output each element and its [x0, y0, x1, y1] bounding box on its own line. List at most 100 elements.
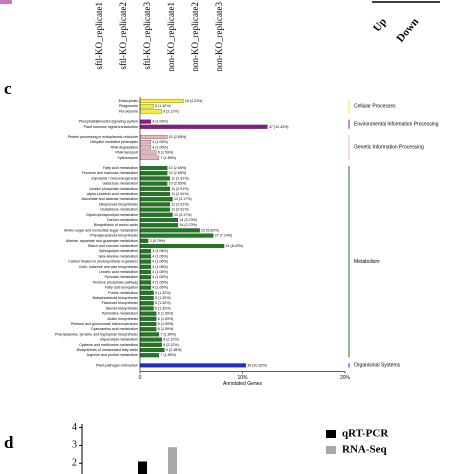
bar [139, 176, 170, 181]
value-label: 14 (3.70%) [179, 218, 197, 222]
category-label: Purine metabolism [108, 291, 138, 295]
bar [139, 181, 168, 186]
sample-label: sftl-KO_replicate2 [118, 2, 128, 69]
x-tick-label: 10% [237, 375, 248, 381]
bar [139, 191, 170, 197]
bar [139, 140, 152, 145]
category-label: Spliceosome [117, 156, 138, 160]
category-label: Cyanoamino acid metabolism [91, 327, 138, 331]
category-label: Biosynthesis of amino acids [94, 223, 139, 227]
category-label: Glycerophospholipid metabolism [86, 213, 138, 217]
value-label: 4 (1.06%) [152, 260, 168, 264]
category-label: Ascorbate and aldarate metabolism [81, 197, 138, 201]
category-label: Biosynthesis of unsaturated fatty acids [77, 348, 139, 352]
bar [139, 327, 157, 332]
value-label: 16 (4.23%) [185, 99, 203, 103]
bar [139, 290, 154, 295]
bar [139, 347, 165, 353]
category-label: Phenylalanine, tyrosine and tryptophan b… [55, 332, 138, 336]
value-label: 7 (1.85%) [160, 156, 176, 160]
bar [139, 155, 160, 160]
bar [139, 233, 214, 238]
bar [139, 171, 168, 176]
bar [139, 269, 152, 275]
value-label: 4 (1.06%) [152, 120, 168, 124]
category-label: Endocytosis [119, 99, 139, 103]
category-label: beta-Alanine metabolism [98, 254, 138, 258]
category-label: Brassinosteroid biosynthesis [92, 296, 138, 300]
bar [139, 275, 152, 280]
value-label: 6 (1.59%) [158, 317, 174, 321]
value-label: 7 (1.85%) [160, 332, 176, 336]
bar [139, 202, 170, 207]
value-label: 4 (1.06%) [152, 270, 168, 274]
category-label: Linoleic acid metabolism [99, 270, 138, 274]
category-label: Fructose and mannose metabolism [82, 171, 138, 175]
category-label: Inositol phosphate metabolism [89, 187, 138, 191]
bar [139, 316, 157, 321]
value-label: 11 (2.91%) [171, 192, 188, 196]
legend-label: qRT-PCR [342, 428, 389, 440]
category-label: Pentose and glucuronate interconversions [71, 322, 138, 326]
category-label: Glutathione metabolism [100, 208, 138, 212]
category-label: Amino sugar and nucleotide sugar metabol… [64, 228, 138, 232]
value-label: 3 (0.79%) [150, 239, 166, 243]
bar [139, 134, 168, 140]
category-label: Cysteine and methionine metabolism [79, 343, 138, 347]
category-label: Plant-pathogen interaction [96, 363, 138, 367]
value-label: 11 (2.91%) [171, 202, 188, 206]
bar [139, 119, 152, 124]
category-label: Glycolysis / Gluconeogenesis [91, 176, 138, 180]
sample-label: non-KO_replicate2 [190, 2, 200, 71]
category-label: Ubiquitin mediated proteolysis [90, 140, 138, 144]
bar [139, 321, 157, 327]
x-tick-label: 20% [340, 375, 351, 381]
value-label: 4 (1.06%) [152, 140, 168, 144]
category-label: Starch and sucrose metabolism [88, 244, 138, 248]
bar [139, 212, 173, 217]
direction-label: Down [394, 16, 421, 45]
bar [139, 342, 162, 347]
category-label: Diterpenoid biosynthesis [99, 202, 138, 206]
group-label: Environmental Information Processing [354, 122, 439, 128]
bar [138, 461, 147, 474]
category-label: Phosphatidylinositol signaling system [79, 120, 138, 124]
bar [139, 295, 154, 301]
bar [139, 145, 152, 150]
category-label: Alanine, aspartate and glutamate metabol… [66, 239, 138, 243]
category-label: Zeatin biosynthesis [107, 317, 138, 321]
bar [139, 197, 173, 202]
value-label: 5 (1.32%) [155, 301, 171, 305]
category-label: Carbon metabolism [107, 218, 138, 222]
direction-label: Up [371, 16, 389, 34]
group-label: Metabolism [354, 259, 380, 265]
value-label: 6 (1.59%) [158, 312, 174, 316]
bar [139, 363, 246, 368]
value-label: 9 (2.38%) [166, 348, 182, 352]
legend-label: RNA-Seq [342, 444, 387, 456]
x-axis-title: Annotated Genes [223, 381, 262, 387]
value-label: 12 (3.17%) [174, 197, 192, 201]
bar [139, 150, 157, 155]
value-label: 47 (12.43%) [269, 125, 289, 129]
bar [139, 259, 152, 264]
category-label: Phenylpropanoid biosynthesis [90, 234, 138, 238]
category-label: Pyrimidine metabolism [102, 312, 138, 316]
bar [139, 124, 268, 129]
value-label: 10 (2.65%) [169, 135, 187, 139]
bar [139, 98, 184, 104]
value-label: 5 (1.32%) [155, 306, 171, 310]
sample-label: sftl-KO_replicate3 [142, 2, 152, 70]
category-label: Cutin, suberine and wax biosynthesis [79, 265, 139, 269]
legend-swatch [326, 430, 336, 438]
category-label: Galactose metabolism [102, 182, 138, 186]
value-label: 10 (2.65%) [169, 171, 187, 175]
bar [139, 238, 149, 243]
panel-label: d [4, 433, 14, 452]
value-label: 12 (3.17%) [174, 213, 192, 217]
category-label: Steroid biosynthesis [106, 306, 138, 310]
value-label: 27 (7.14%) [215, 234, 233, 238]
bar [139, 223, 179, 228]
category-label: alpha-Linolenic acid metabolism [87, 192, 138, 196]
